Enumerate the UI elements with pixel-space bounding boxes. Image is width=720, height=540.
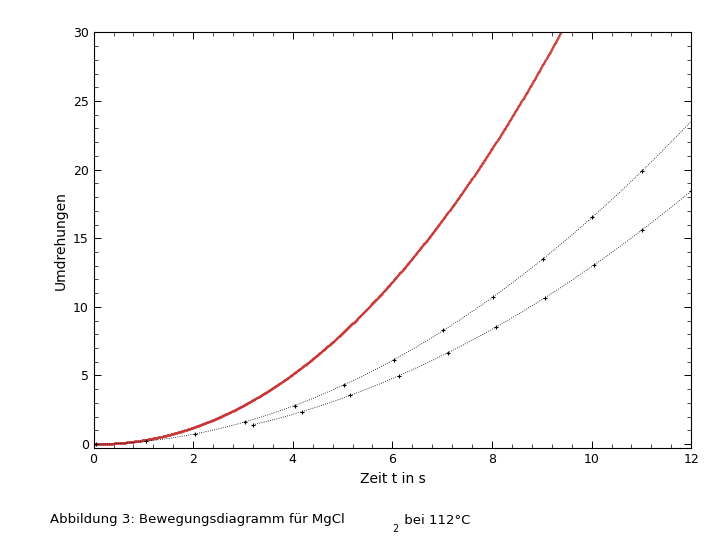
Text: bei 112°C: bei 112°C (400, 514, 470, 526)
Text: Abbildung 3: Bewegungsdiagramm für MgCl: Abbildung 3: Bewegungsdiagramm für MgCl (50, 514, 345, 526)
Y-axis label: Umdrehungen: Umdrehungen (53, 191, 67, 290)
Text: 2: 2 (392, 523, 399, 534)
X-axis label: Zeit t in s: Zeit t in s (359, 471, 426, 485)
